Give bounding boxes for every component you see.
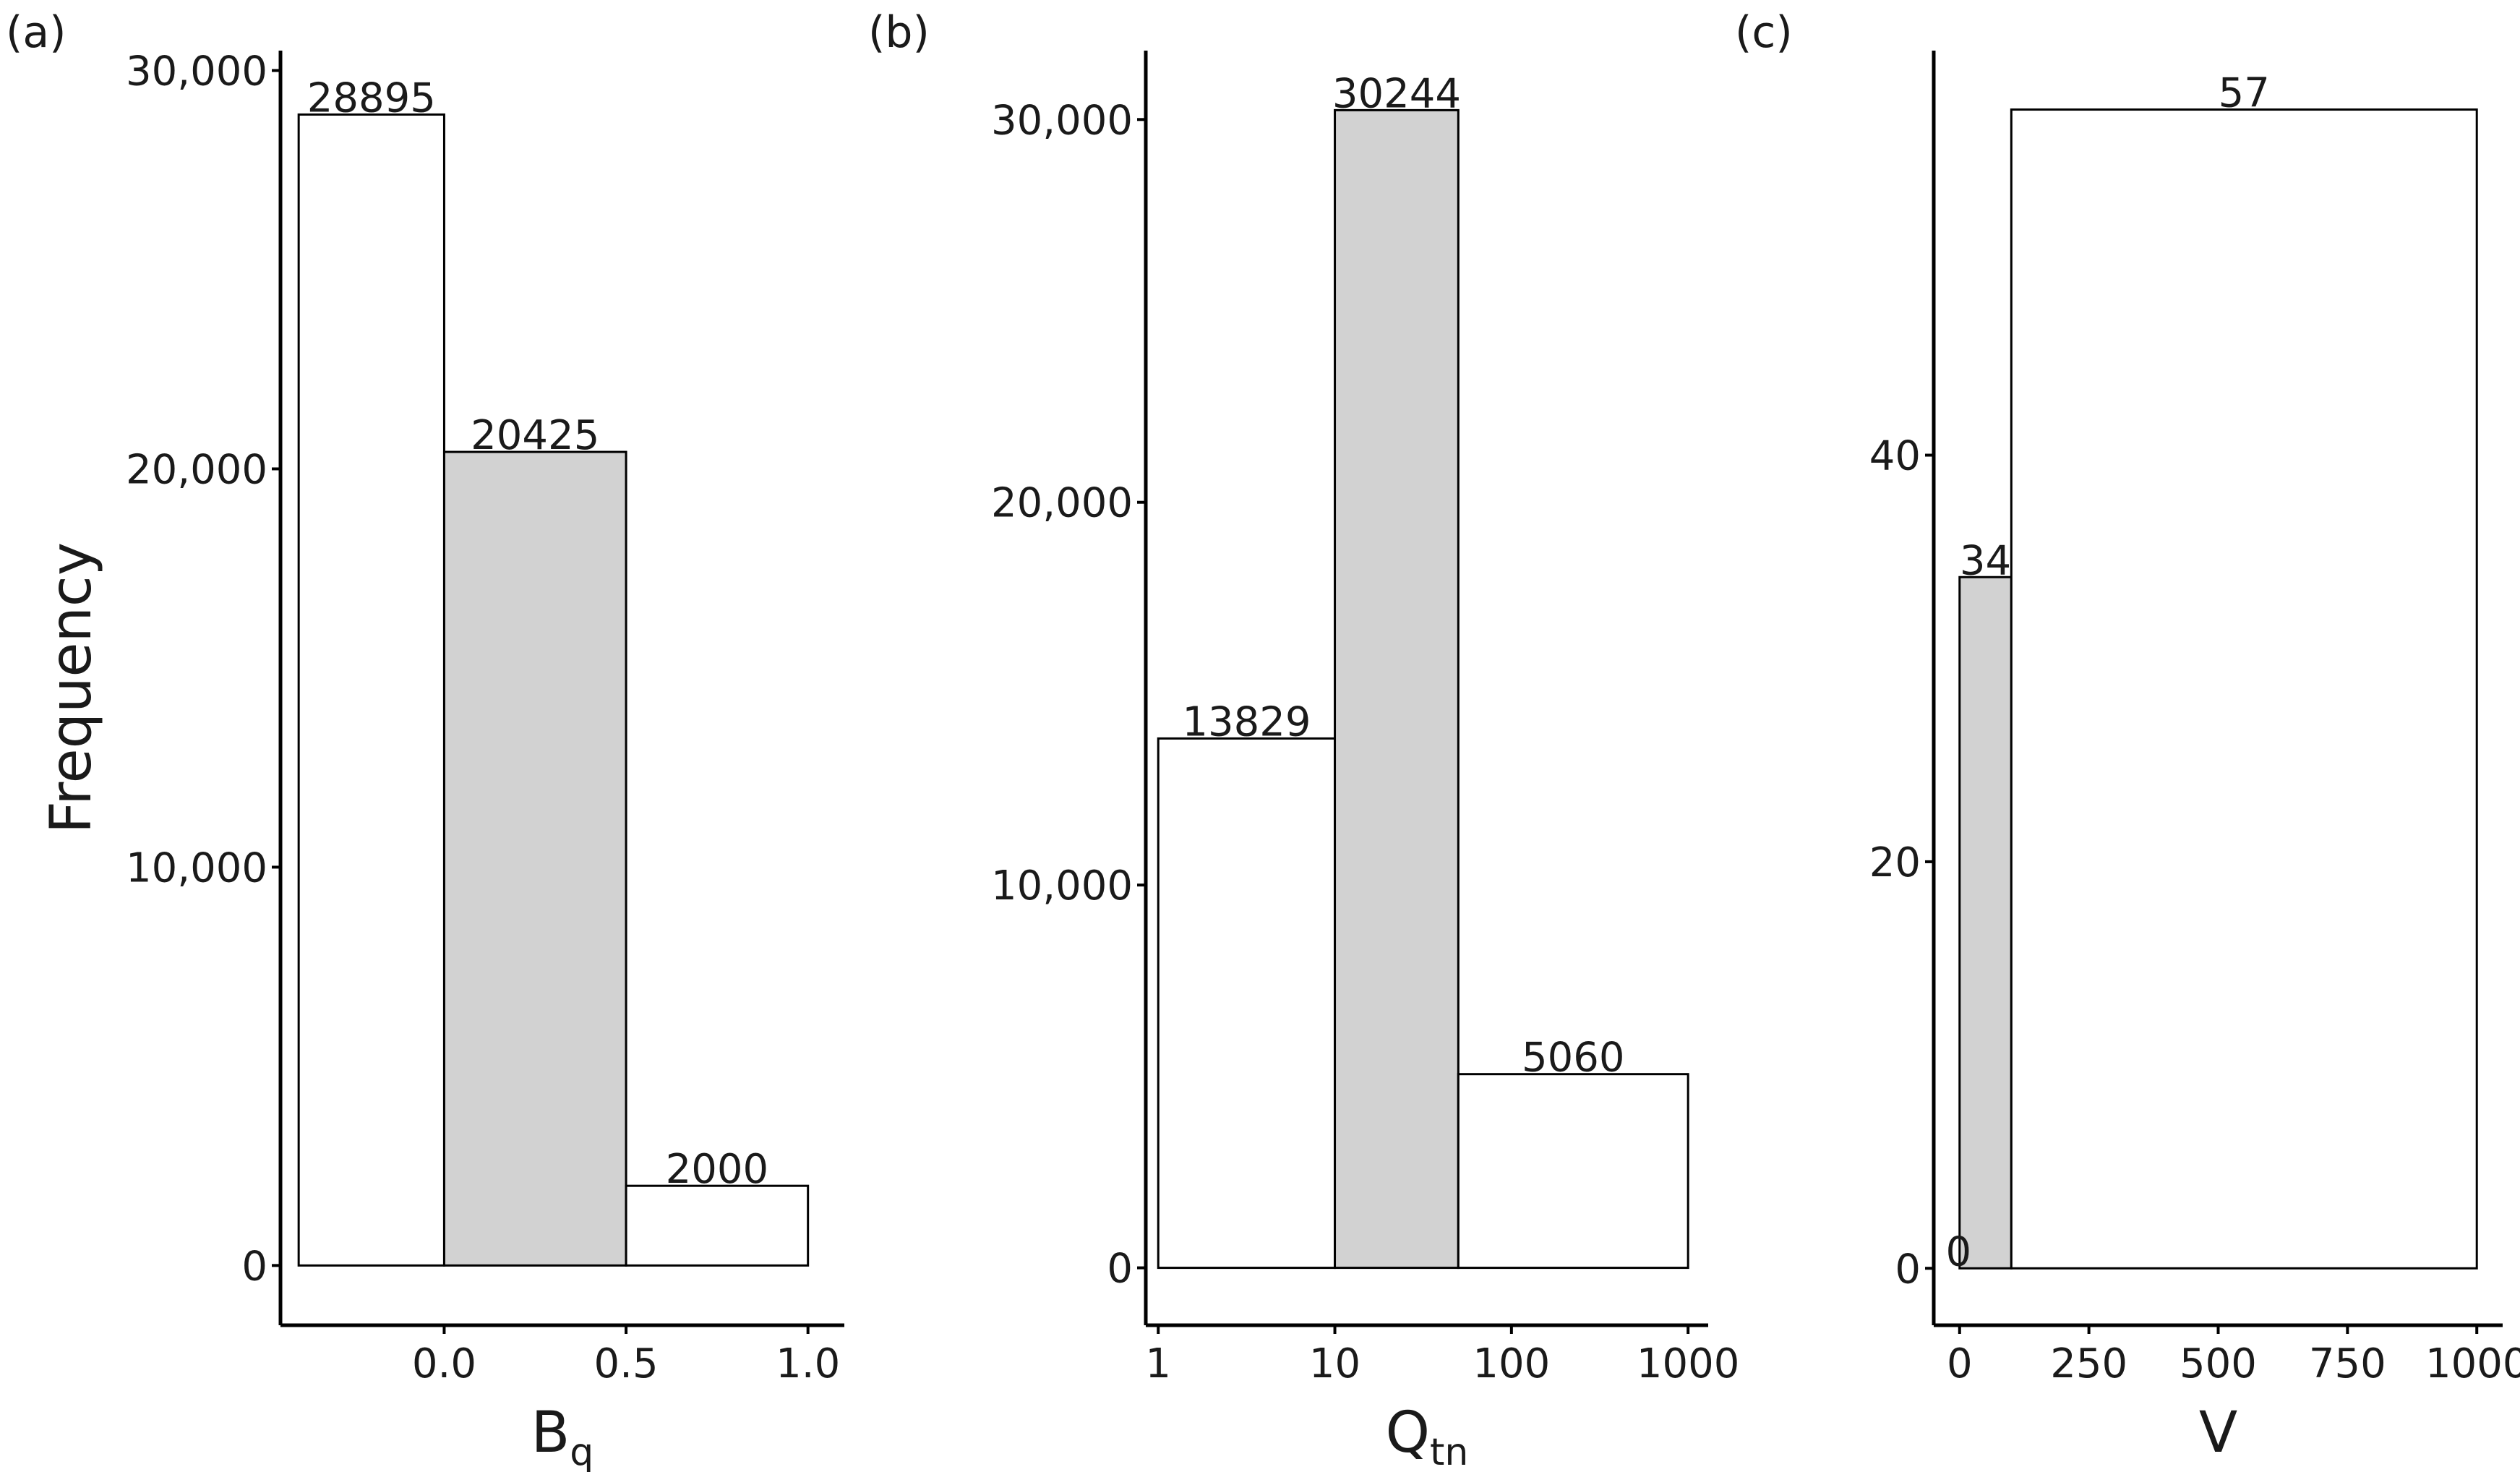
x-axis-title: Bq [531,1400,594,1472]
bar-3 [1457,1073,1689,1270]
y-tick-label: 0 [1107,1246,1133,1293]
y-tick-label: 20,000 [991,480,1133,527]
x-tick-label: 250 [2050,1340,2127,1387]
bar-1 [1157,737,1337,1270]
x-tick-label: 1000 [1637,1340,1740,1387]
y-tick-label: 30,000 [991,97,1133,144]
x-tick-label: 0 [1947,1340,1973,1387]
bar-2 [1334,108,1460,1270]
x-tick-label: 1 [1145,1340,1171,1387]
panel-3: (c) 0 34 57 0 20 40 0 250 500 750 1000 V [1735,7,2520,1465]
bar-1 [297,113,445,1267]
bar-3 [625,1184,810,1267]
y-tick-label: 0 [241,1243,267,1290]
y-tick-label: 10,000 [126,844,267,891]
data-label-1: 28895 [307,74,436,121]
bar-2 [442,450,627,1267]
y-tick-label: 0 [1895,1246,1921,1293]
data-label-2: 20425 [471,412,599,459]
x-axis-title: Qtn [1386,1400,1469,1472]
data-label-1: 0 [1946,1228,1972,1275]
data-label-2: 34 [1960,537,2011,584]
x-tick-label: 1.0 [776,1340,840,1387]
data-label-3: 5060 [1522,1035,1625,1082]
x-tick-label: 100 [1473,1340,1550,1387]
y-tick-label: 20 [1869,839,1921,886]
y-tick-label: 40 [1869,433,1921,480]
y-axis-title: Frequency [39,542,104,834]
panel-2: (b) 13829 30244 5060 0 10,000 20,000 30,000 1 10 1… [868,7,1739,1472]
data-label-3: 2000 [666,1146,769,1193]
x-tick-label: 500 [2180,1340,2257,1387]
y-tick-label: 10,000 [991,863,1133,910]
panel-letter: (b) [868,7,930,58]
y-tick-label: 30,000 [126,48,267,95]
data-label-2: 30244 [1332,70,1461,117]
x-tick-label: 0.0 [412,1340,476,1387]
x-tick-label: 10 [1309,1340,1360,1387]
x-axis-title: V [2199,1400,2237,1465]
panel-1: (a) 28895 20425 2000 0 10,000 20,000 30,000 0.0 0… [6,7,844,1472]
data-label-1: 13829 [1182,698,1311,745]
bar-2 [1958,575,2013,1270]
x-tick-label: 750 [2309,1340,2386,1387]
bar-3 [2010,108,2478,1270]
x-tick-label: 1000 [2425,1340,2520,1387]
panel-letter: (c) [1735,7,1793,58]
data-label-3: 57 [2219,70,2270,117]
y-tick-label: 20,000 [126,446,267,493]
panel-letter: (a) [6,7,67,58]
x-tick-label: 0.5 [594,1340,659,1387]
